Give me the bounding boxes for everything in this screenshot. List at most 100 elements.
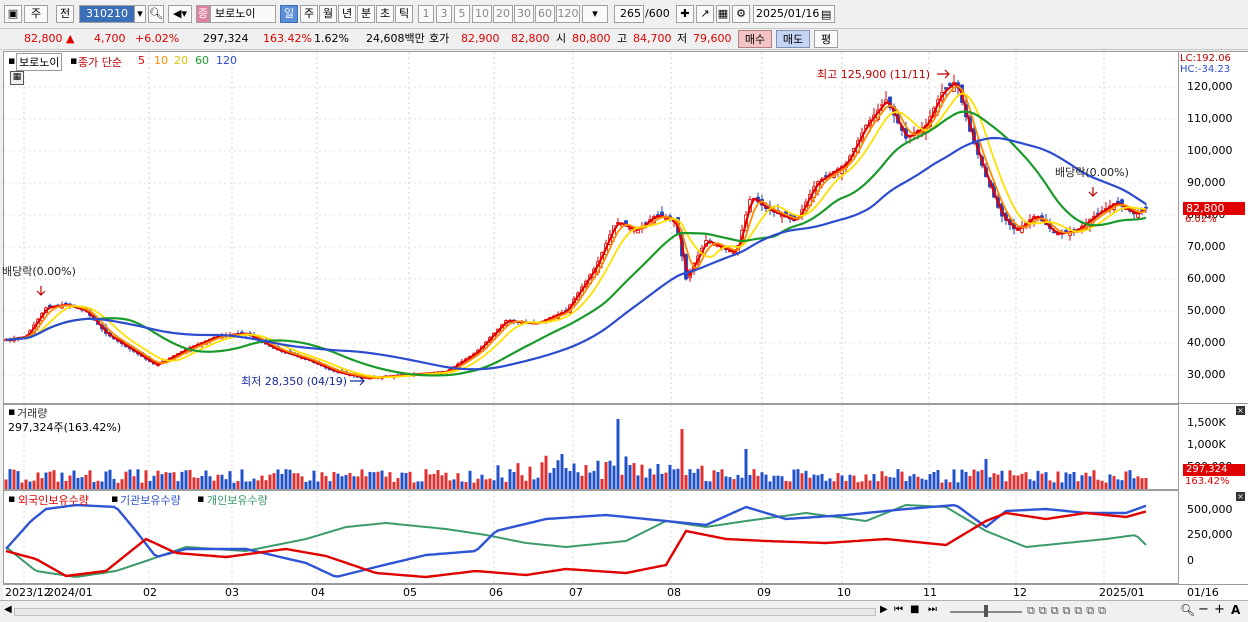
font-size-icon[interactable]: A	[1231, 603, 1241, 617]
code-input[interactable]: 310210	[79, 5, 135, 23]
volume-bar	[64, 480, 68, 489]
volume-bar	[832, 481, 836, 489]
close-icon[interactable]: ×	[1236, 406, 1245, 415]
volume-bar	[856, 482, 860, 489]
stock-name-field[interactable]: 보로노이	[210, 5, 276, 23]
interval-30-button[interactable]: 30	[514, 5, 534, 23]
volume-bar	[564, 468, 568, 489]
interval-5-button[interactable]: 5	[454, 5, 470, 23]
volume-bar	[192, 477, 196, 489]
zoom-in-icon[interactable]: +	[1214, 602, 1225, 617]
count-input[interactable]: 265	[614, 5, 644, 23]
date-field[interactable]: 2025/01/16	[753, 5, 835, 23]
price-tick: 90,000	[1187, 176, 1226, 189]
crosshair-icon[interactable]: ✚	[676, 5, 694, 23]
window-icon[interactable]: ▣	[4, 5, 22, 23]
scroll-right-icon[interactable]: ▶	[880, 604, 888, 615]
save-icon[interactable]: ▦	[716, 5, 730, 23]
holding-chart-pane[interactable]: ▪ 외국인보유수량 ▪ 기관보유수량 ▪ 개인보유수량	[3, 490, 1179, 584]
volume-bar	[676, 468, 680, 489]
x-axis-label: 05	[403, 586, 417, 599]
volume-bar	[116, 482, 120, 489]
interval-60-button[interactable]: 60	[535, 5, 555, 23]
volume-bar	[568, 470, 572, 489]
volume-bar	[1088, 476, 1092, 489]
prev-button[interactable]: 전	[56, 5, 74, 23]
volume-bar	[180, 471, 184, 489]
legend-bullet-icon: ▪	[8, 405, 16, 418]
volume-bar	[808, 477, 812, 489]
volume-bar	[992, 473, 996, 489]
volume-bar	[656, 464, 660, 489]
low-label: 저	[677, 32, 688, 45]
volume-chart-pane[interactable]: ▪ 거래량 297,324주(163.42%)	[3, 404, 1179, 490]
zoom-out-icon[interactable]: −	[1198, 602, 1209, 617]
open-label: 시	[556, 32, 567, 45]
interval-1-button[interactable]: 1	[418, 5, 434, 23]
volume-bar	[888, 477, 892, 489]
volume-chart[interactable]	[4, 405, 1178, 489]
zoom-slider-handle[interactable]	[984, 605, 988, 617]
stop-icon[interactable]: ■	[910, 604, 920, 615]
volume-bar	[908, 476, 912, 489]
holding-chart[interactable]	[4, 491, 1178, 583]
chart-tools-icons[interactable]: ⧉⧉⧉⧉⧉⧉⧉	[1027, 604, 1110, 617]
code-dropdown-icon[interactable]: ▾	[134, 5, 146, 23]
close-icon[interactable]: ×	[1236, 492, 1245, 501]
volume-title: 거래량	[17, 407, 48, 420]
volume-bar	[92, 482, 96, 489]
table-icon[interactable]: ▦	[10, 71, 24, 85]
scroll-left-icon[interactable]: ◀	[4, 604, 12, 615]
period-minute-button[interactable]: 분	[357, 5, 375, 23]
volume-bar	[984, 459, 988, 489]
volume-bar	[800, 473, 804, 489]
interval-120-button[interactable]: 120	[556, 5, 580, 23]
volume-bar	[128, 469, 132, 489]
volume-bar	[980, 469, 984, 489]
sell-button[interactable]: 매도	[776, 30, 810, 48]
volume-bar	[304, 481, 308, 489]
volume-bar	[644, 477, 648, 489]
volume-bar	[760, 472, 764, 489]
period-year-button[interactable]: 년	[338, 5, 356, 23]
volume-bar	[432, 473, 436, 489]
type-select[interactable]: 주	[24, 5, 48, 23]
volume-bar	[1116, 479, 1120, 489]
volume-bar	[704, 481, 708, 489]
first-page-icon[interactable]: ⏮	[894, 604, 903, 615]
period-month-button[interactable]: 월	[319, 5, 337, 23]
search-icon[interactable]: 🔍︎	[148, 5, 164, 23]
volume-bar	[680, 429, 684, 489]
search-icon[interactable]: 🔍︎	[1180, 603, 1196, 617]
interval-10-button[interactable]: 10	[472, 5, 492, 23]
sound-icon[interactable]: ◀︎▾	[168, 5, 192, 23]
volume-bar	[788, 481, 792, 489]
price-chart-pane[interactable]: ▪ 보로노이 ▪ 종가 단순 5 10 20 60 120 ▦ 최고 125,9…	[2, 51, 1179, 404]
period-week-button[interactable]: 주	[300, 5, 318, 23]
interval-3-button[interactable]: 3	[436, 5, 452, 23]
volume-bar	[264, 480, 268, 489]
volume-bar	[1144, 477, 1148, 489]
period-tick-button[interactable]: 틱	[395, 5, 413, 23]
volume-bar	[212, 480, 216, 489]
volume-bar	[100, 481, 104, 489]
last-page-icon[interactable]: ⏭	[928, 604, 937, 615]
period-second-button[interactable]: 초	[376, 5, 394, 23]
toolbar: ▣ 주 전 310210 ▾ 🔍︎ ◀︎▾ 증 보로노이 일 주 월 년 분 초…	[0, 0, 1248, 29]
calendar-icon[interactable]: ▤	[821, 8, 832, 21]
gear-icon[interactable]: ⚙	[732, 5, 750, 23]
individual-line	[5, 503, 1147, 578]
low-arrow-icon	[350, 376, 365, 386]
volume-bar	[408, 471, 412, 489]
volume-bar	[1092, 470, 1096, 489]
interval-dropdown-icon[interactable]: ▾	[582, 5, 608, 23]
draw-tool-icon[interactable]: ↗	[696, 5, 714, 23]
buy-button[interactable]: 매수	[738, 30, 772, 48]
price-chart[interactable]	[4, 52, 1178, 403]
horizontal-scrollbar[interactable]	[14, 608, 876, 616]
eval-button[interactable]: 평	[814, 30, 838, 48]
interval-20-button[interactable]: 20	[493, 5, 513, 23]
legend-stock-name[interactable]: 보로노이	[16, 53, 63, 71]
period-day-button[interactable]: 일	[280, 5, 298, 23]
volume-bar	[872, 474, 876, 489]
